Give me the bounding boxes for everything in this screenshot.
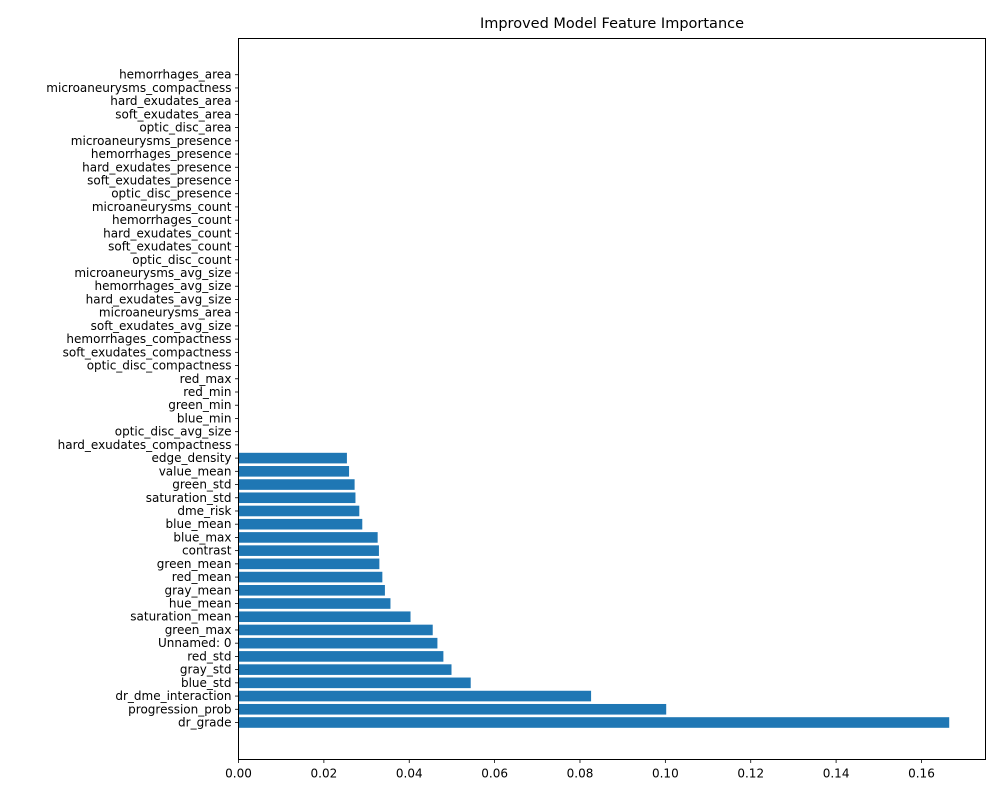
x-tick-label: 0.00 bbox=[225, 767, 252, 781]
bar-progression_prob bbox=[238, 703, 667, 715]
x-axis-ticks: 0.00 0.02 0.04 0.06 0.08 0.10 0.12 0.14 0.16 bbox=[225, 759, 935, 781]
y-tick-label: saturation_std bbox=[146, 491, 232, 505]
bar-gray_std bbox=[238, 664, 452, 675]
y-tick-label: hemorrhages_avg_size bbox=[94, 279, 231, 293]
x-tick-label: 0.08 bbox=[567, 767, 594, 781]
bars-group bbox=[238, 452, 950, 728]
x-tick-label: 0.02 bbox=[311, 767, 338, 781]
bar-red_mean bbox=[238, 571, 383, 583]
y-tick-label: gray_std bbox=[180, 663, 232, 677]
plot-frame bbox=[238, 38, 986, 760]
y-tick-label: hemorrhages_area bbox=[119, 68, 231, 82]
y-tick-label: hard_exudates_count bbox=[103, 226, 232, 240]
bar-saturation_mean bbox=[238, 611, 411, 623]
x-tick-label: 0.06 bbox=[481, 767, 508, 781]
y-tick-label: hard_exudates_compactness bbox=[58, 438, 232, 452]
y-tick-label: microaneurysms_avg_size bbox=[74, 266, 231, 280]
bar-blue_max bbox=[238, 532, 378, 543]
y-tick-label: green_std bbox=[172, 478, 231, 492]
y-tick-label: microaneurysms_area bbox=[99, 306, 232, 320]
y-tick-label: green_mean bbox=[157, 557, 232, 571]
bar-blue_std bbox=[238, 677, 471, 689]
y-tick-label: blue_max bbox=[173, 530, 231, 544]
y-tick-label: microaneurysms_compactness bbox=[46, 81, 231, 95]
y-tick-label: hard_exudates_avg_size bbox=[86, 292, 232, 306]
y-tick-label: optic_disc_avg_size bbox=[115, 425, 232, 439]
y-tick-label: green_max bbox=[165, 623, 232, 637]
y-tick-label: optic_disc_area bbox=[139, 121, 231, 135]
y-tick-label: Unnamed: 0 bbox=[158, 636, 232, 650]
bar-blue_mean bbox=[238, 518, 363, 530]
y-tick-label: hard_exudates_presence bbox=[82, 160, 231, 174]
x-tick-label: 0.14 bbox=[823, 767, 850, 781]
y-tick-label: hemorrhages_compactness bbox=[66, 332, 231, 346]
y-tick-label: microaneurysms_count bbox=[92, 200, 232, 214]
y-tick-label: value_mean bbox=[159, 464, 232, 478]
y-tick-label: soft_exudates_avg_size bbox=[91, 319, 232, 333]
y-tick-label: contrast bbox=[182, 544, 232, 558]
bar-green_mean bbox=[238, 558, 380, 570]
y-tick-label: dr_dme_interaction bbox=[115, 689, 231, 703]
x-tick-label: 0.16 bbox=[908, 767, 935, 781]
bar-hue_mean bbox=[238, 598, 391, 609]
y-tick-label: optic_disc_count bbox=[132, 253, 232, 267]
y-tick-label: dme_risk bbox=[177, 504, 231, 518]
y-axis-ticks: dr_gradeprogression_probdr_dme_interacti… bbox=[46, 68, 239, 730]
x-tick-label: 0.04 bbox=[396, 767, 423, 781]
bar-gray_mean bbox=[238, 585, 385, 596]
y-tick-label: red_mean bbox=[172, 570, 232, 584]
bar-value_mean bbox=[238, 466, 350, 477]
bar-dme_risk bbox=[238, 505, 360, 517]
y-tick-label: dr_grade bbox=[178, 716, 231, 730]
bar-edge_density bbox=[238, 452, 347, 464]
y-tick-label: red_max bbox=[180, 372, 232, 386]
bar-green_std bbox=[238, 479, 355, 490]
y-tick-label: hard_exudates_area bbox=[110, 94, 231, 108]
y-tick-label: soft_exudates_area bbox=[115, 107, 231, 121]
y-tick-label: hemorrhages_count bbox=[112, 213, 232, 227]
bar-red_std bbox=[238, 651, 444, 662]
bar-dr_grade bbox=[238, 717, 950, 728]
y-tick-label: hemorrhages_presence bbox=[91, 147, 232, 161]
x-tick-label: 0.10 bbox=[652, 767, 679, 781]
bar-Unnamed: 0 bbox=[238, 637, 438, 649]
y-tick-label: blue_min bbox=[177, 411, 232, 425]
bar-green_max bbox=[238, 624, 433, 636]
bar-saturation_std bbox=[238, 492, 356, 504]
y-tick-label: soft_exudates_compactness bbox=[63, 345, 232, 359]
y-tick-label: soft_exudates_count bbox=[108, 240, 232, 254]
y-tick-label: blue_std bbox=[181, 676, 232, 690]
y-tick-label: saturation_mean bbox=[130, 610, 231, 624]
chart-title: Improved Model Feature Importance bbox=[480, 16, 744, 32]
y-tick-label: soft_exudates_presence bbox=[87, 173, 231, 187]
y-tick-label: microaneurysms_presence bbox=[71, 134, 232, 148]
y-tick-label: optic_disc_compactness bbox=[87, 359, 232, 373]
y-tick-label: green_min bbox=[168, 398, 231, 412]
x-tick-label: 0.12 bbox=[737, 767, 764, 781]
y-tick-label: gray_mean bbox=[164, 583, 231, 597]
y-tick-label: progression_prob bbox=[128, 702, 231, 716]
y-tick-label: optic_disc_presence bbox=[111, 187, 231, 201]
y-tick-label: edge_density bbox=[152, 451, 232, 465]
y-tick-label: red_min bbox=[183, 385, 231, 399]
y-tick-label: red_std bbox=[187, 649, 231, 663]
y-tick-label: blue_mean bbox=[166, 517, 232, 531]
bar-dr_dme_interaction bbox=[238, 690, 592, 702]
bar-contrast bbox=[238, 545, 379, 556]
y-tick-label: hue_mean bbox=[169, 597, 232, 611]
